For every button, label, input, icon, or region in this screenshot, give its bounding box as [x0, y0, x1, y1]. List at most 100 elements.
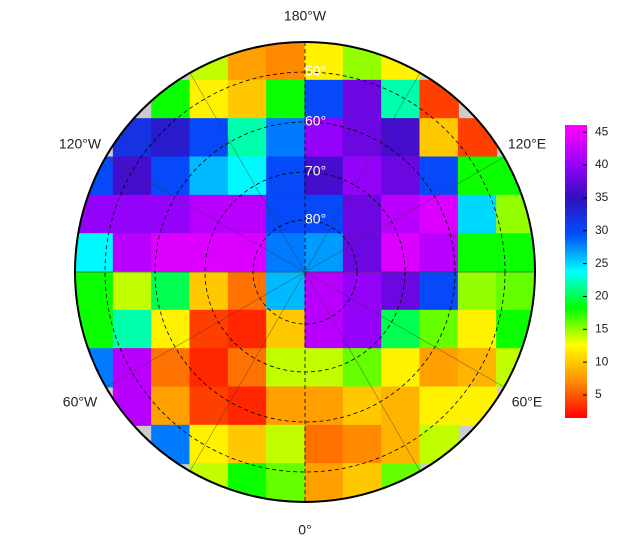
- colorbar-tick-label: 5: [595, 387, 602, 401]
- field-cell: [342, 233, 383, 273]
- field-cell: [227, 194, 268, 235]
- field-cell: [266, 118, 306, 158]
- field-cell: [496, 309, 535, 350]
- meridian: [189, 72, 306, 273]
- meridian: [105, 271, 306, 388]
- meridian: [189, 271, 306, 472]
- field-cell: [266, 233, 306, 273]
- field-cell: [342, 42, 383, 81]
- lon-label: 0°: [298, 522, 311, 538]
- field-cell: [189, 386, 229, 426]
- colorbar-tick-label: 10: [595, 354, 609, 368]
- field-cell: [189, 118, 229, 158]
- field-cell: [304, 348, 344, 388]
- colorbar-tick-label: 35: [595, 190, 609, 204]
- meridian: [304, 156, 505, 273]
- field-cell: [266, 386, 306, 426]
- meridian: [304, 72, 421, 273]
- field-cell: [266, 463, 306, 502]
- field-cell: [189, 309, 229, 350]
- field-cell: [151, 271, 191, 311]
- field-cell: [419, 233, 459, 273]
- lat-label: 50°: [305, 63, 326, 79]
- field-cell: [457, 233, 498, 273]
- field-cell: [227, 424, 268, 465]
- field-cell: [342, 194, 383, 235]
- field-cell: [112, 194, 153, 235]
- colorbar-ramp: [565, 125, 587, 418]
- field-cell: [457, 156, 498, 196]
- field-cell: [304, 79, 344, 120]
- field-cell: [419, 156, 459, 196]
- field-cell: [419, 348, 459, 388]
- field-cell: [227, 79, 268, 120]
- field-cell: [227, 271, 268, 311]
- field-cell: [304, 118, 344, 158]
- field-cell: [266, 194, 306, 235]
- field-cell: [496, 194, 535, 235]
- field-cell: [304, 233, 344, 273]
- field-cell: [381, 194, 421, 235]
- field-cell: [227, 386, 268, 426]
- field-cell: [151, 118, 191, 158]
- field-cell: [496, 156, 535, 196]
- field-cell: [189, 79, 229, 120]
- field-cell: [381, 424, 421, 465]
- field-cell: [151, 194, 191, 235]
- lon-label: 120°E: [508, 136, 546, 152]
- field-cell: [381, 233, 421, 273]
- field-cell: [266, 424, 306, 465]
- field-cell: [227, 156, 268, 196]
- field-cell: [342, 271, 383, 311]
- field-cell: [227, 348, 268, 388]
- field-cell: [112, 348, 153, 388]
- lat-label: 70°: [305, 163, 326, 179]
- field-cell: [496, 348, 535, 388]
- field-cell: [457, 309, 498, 350]
- field-cell: [266, 309, 306, 350]
- colorbar-tick-label: 45: [595, 124, 609, 138]
- colorbar-tick-label: 15: [595, 321, 609, 335]
- field-cell: [151, 386, 191, 426]
- field-cell: [342, 348, 383, 388]
- field-cell: [112, 309, 153, 350]
- field-cell: [266, 156, 306, 196]
- field-cell: [266, 42, 306, 81]
- field-cell: [342, 424, 383, 465]
- field-cell: [304, 386, 344, 426]
- field-cell: [457, 348, 498, 388]
- colorbar-tick-label: 40: [595, 157, 609, 171]
- field-cell: [419, 194, 459, 235]
- field-cell: [304, 156, 344, 196]
- lat-label: 60°: [305, 113, 326, 129]
- field-cell: [75, 271, 114, 311]
- field-cell: [381, 79, 421, 120]
- field-cell: [419, 386, 459, 426]
- field-cell: [304, 271, 344, 311]
- field-cell: [304, 309, 344, 350]
- field-cell: [342, 156, 383, 196]
- field-cell: [381, 348, 421, 388]
- field-cell: [189, 463, 229, 502]
- field-cell: [381, 42, 421, 81]
- field-cell: [227, 463, 268, 502]
- field-cell: [75, 309, 114, 350]
- lon-label: 60°W: [63, 394, 98, 410]
- lon-label: 60°E: [512, 394, 543, 410]
- field-cell: [75, 348, 114, 388]
- meridian: [105, 156, 306, 273]
- field-cell: [381, 463, 421, 502]
- field-cell: [189, 194, 229, 235]
- field-cell: [151, 309, 191, 350]
- map-border: [74, 41, 536, 503]
- field-cell: [266, 79, 306, 120]
- lon-label: 120°W: [59, 136, 102, 152]
- field-cell: [457, 271, 498, 311]
- field-cell: [151, 348, 191, 388]
- field-cell: [266, 348, 306, 388]
- field-cell: [342, 309, 383, 350]
- colorbar-tick-label: 30: [595, 223, 609, 237]
- field-cell: [457, 194, 498, 235]
- field-cell: [151, 156, 191, 196]
